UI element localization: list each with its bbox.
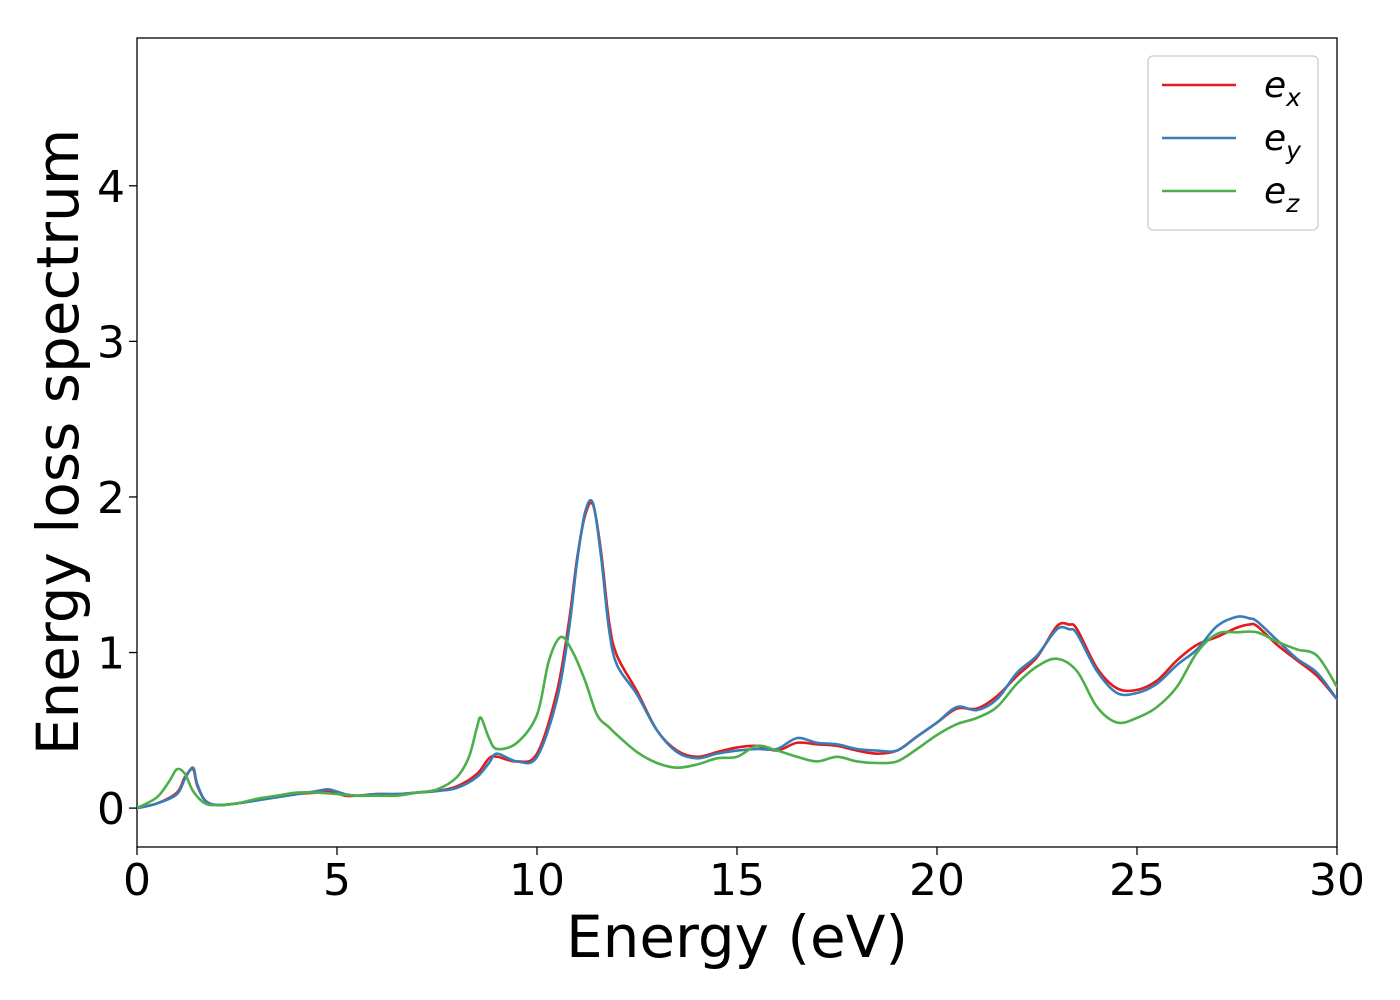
legend-label-base: e xyxy=(1264,171,1286,212)
x-tick-label: 5 xyxy=(323,855,351,906)
legend-label-e-z: ez xyxy=(1264,171,1300,218)
legend-label-subscript: y xyxy=(1285,136,1302,165)
x-axis-title: Energy (eV) xyxy=(566,903,908,971)
x-tick-label: 20 xyxy=(909,855,965,906)
legend-label-base: e xyxy=(1264,118,1286,159)
series-line-e-y xyxy=(137,498,1337,810)
y-axis-title: Energy loss spectrum xyxy=(24,129,92,755)
y-tick-label: 0 xyxy=(97,784,125,835)
x-tick-label: 30 xyxy=(1309,855,1365,906)
y-axis: 0 1 2 3 4 xyxy=(97,162,137,835)
legend-label-base: e xyxy=(1264,65,1286,106)
y-tick-label: 4 xyxy=(97,162,125,213)
legend-label-subscript: x xyxy=(1285,83,1301,112)
x-tick-label: 0 xyxy=(123,855,151,906)
plot-area xyxy=(136,37,1338,848)
x-tick-label: 10 xyxy=(509,855,565,906)
y-tick-label: 1 xyxy=(97,629,125,680)
legend-label-e-y: ey xyxy=(1264,118,1302,165)
y-tick-label: 3 xyxy=(97,317,125,368)
legend-label-e-x: ex xyxy=(1264,65,1301,112)
legend-label-subscript: z xyxy=(1285,189,1300,218)
series-line-e-z xyxy=(137,630,1337,810)
y-tick-label: 2 xyxy=(97,473,125,524)
x-tick-label: 25 xyxy=(1109,855,1165,906)
legend-box xyxy=(1147,55,1319,231)
x-tick-label: 15 xyxy=(709,855,765,906)
x-axis: 0 5 10 15 20 25 30 xyxy=(123,847,1365,906)
series-group xyxy=(137,498,1337,810)
